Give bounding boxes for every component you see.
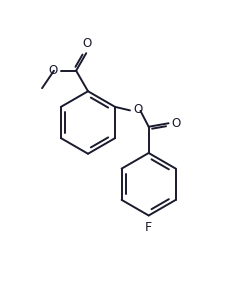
Text: O: O	[82, 37, 92, 50]
Text: F: F	[144, 221, 152, 234]
Text: O: O	[133, 103, 142, 116]
Text: O: O	[48, 64, 57, 77]
Text: O: O	[171, 117, 180, 130]
